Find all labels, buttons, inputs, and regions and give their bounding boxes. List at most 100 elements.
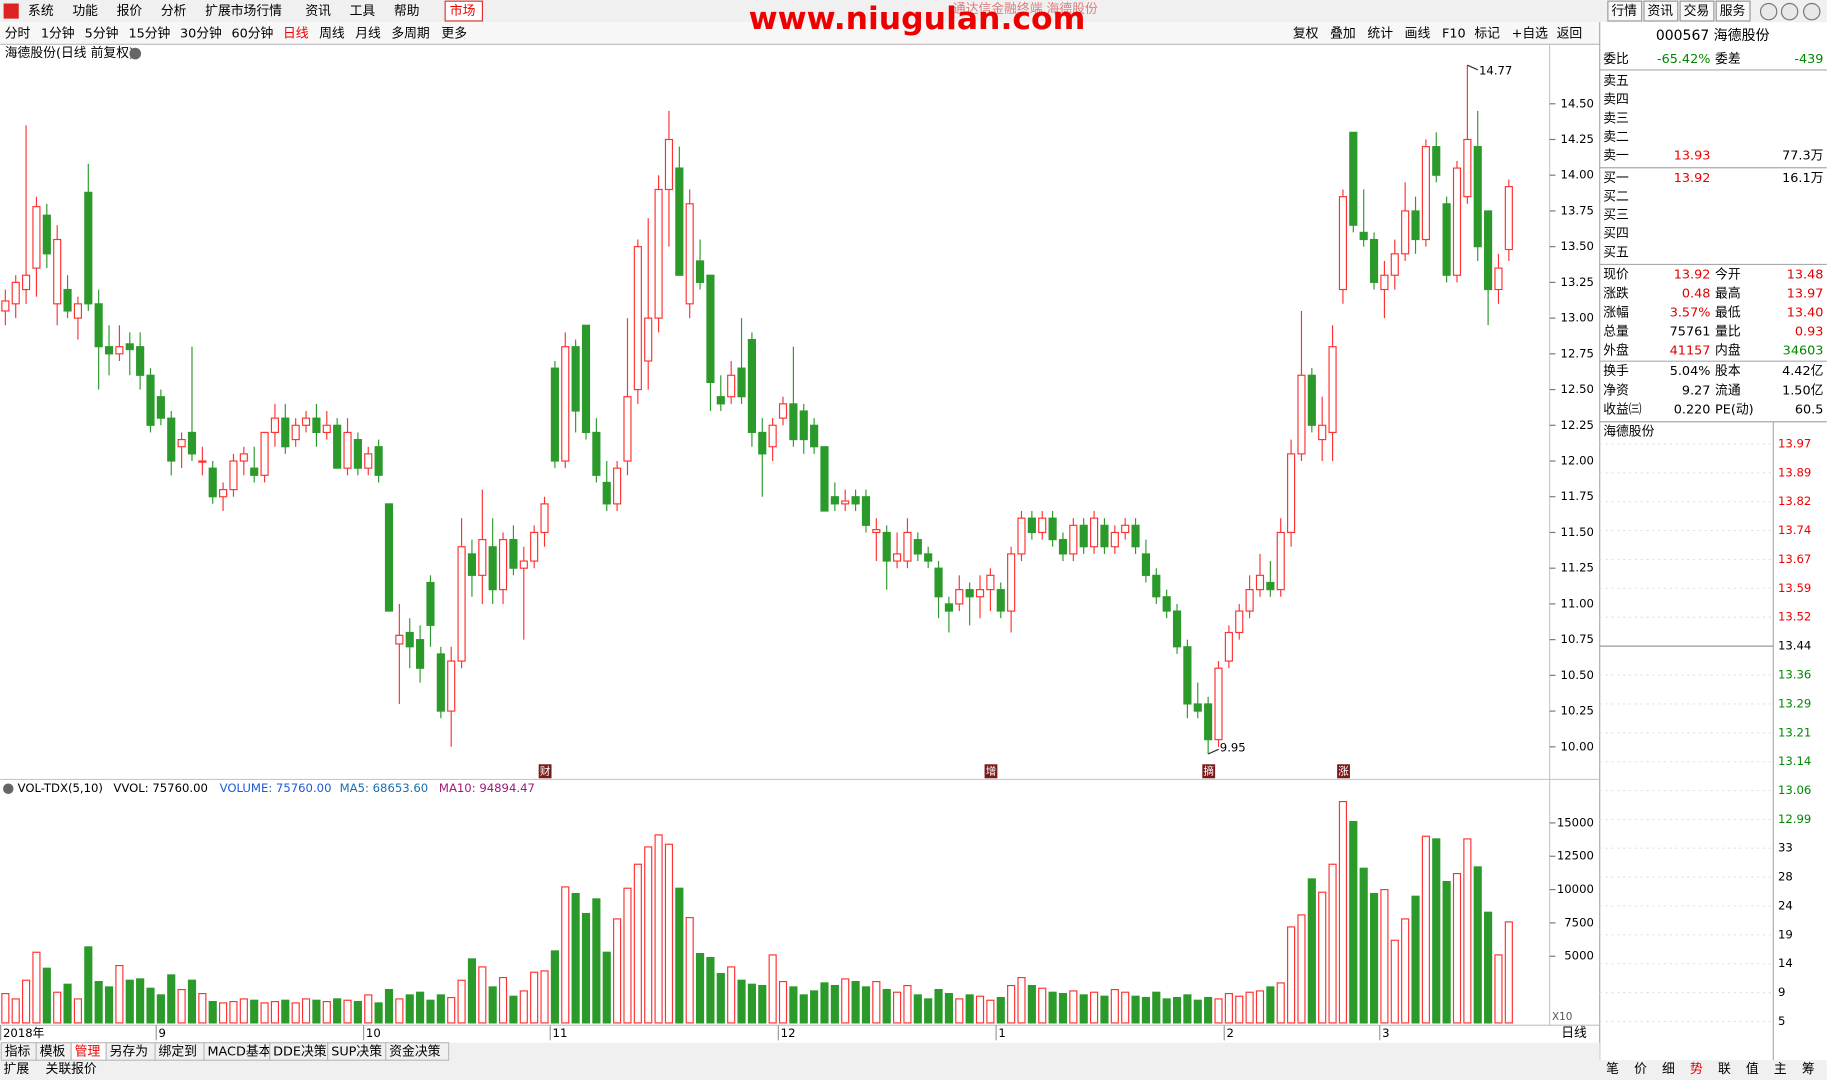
period-tab[interactable]: 更多 — [441, 26, 467, 41]
mini-title: 海德股份 — [1603, 425, 1654, 440]
book-price: 13.92 — [1674, 171, 1711, 186]
period-tab[interactable]: 月线 — [355, 26, 381, 41]
mini-volume-label: 9 — [1778, 985, 1785, 999]
top-button[interactable]: 资讯 — [1647, 4, 1673, 19]
menu-highlight — [444, 0, 484, 22]
event-marker[interactable] — [1202, 764, 1216, 779]
period-tab[interactable]: 60分钟 — [231, 25, 273, 41]
candle-body — [561, 346, 570, 462]
candle-body — [1193, 703, 1202, 712]
candle-body — [1245, 589, 1254, 612]
volume-bar — [934, 988, 943, 1024]
side-tab[interactable]: 主 — [1774, 1062, 1787, 1077]
volume-bar — [426, 999, 435, 1024]
quote-value: 9.27 — [1682, 383, 1711, 398]
candle-body — [1452, 167, 1462, 276]
side-tab[interactable]: 值 — [1746, 1061, 1759, 1077]
top-button[interactable]: 行情 — [1611, 4, 1637, 19]
volume-bar — [73, 998, 83, 1024]
candle-body — [613, 467, 622, 505]
quote-label: 总量 — [1603, 324, 1629, 339]
side-tab[interactable]: 笔 — [1606, 1061, 1619, 1077]
restore-button[interactable] — [1780, 2, 1799, 21]
status-item[interactable]: 扩展 — [4, 1062, 30, 1077]
extreme-pointer — [1207, 748, 1219, 755]
menu-item[interactable]: 系统 — [28, 4, 54, 19]
side-tab[interactable]: 价 — [1634, 1062, 1647, 1077]
candle-body — [146, 374, 155, 426]
bottom-tab[interactable]: 指标 — [5, 1045, 31, 1060]
status-item[interactable]: 关联报价 — [46, 1062, 97, 1077]
volume-bar — [270, 1000, 280, 1024]
bottom-tab[interactable]: 另存为 — [110, 1045, 148, 1060]
volume-bar — [1193, 999, 1202, 1024]
tool-button[interactable]: +自选 — [1512, 26, 1549, 41]
side-tab[interactable]: 细 — [1662, 1062, 1675, 1077]
bottom-tab[interactable]: 绑定到 — [159, 1045, 197, 1060]
bottom-tab[interactable]: DDE决策 — [273, 1044, 327, 1060]
title-dropdown[interactable] — [129, 47, 142, 60]
volume-title: VOL-TDX(5,10) — [18, 781, 103, 795]
mini-volume-label: 14 — [1778, 956, 1793, 970]
bottom-tab[interactable]: 模板 — [40, 1045, 66, 1060]
minimize-button[interactable] — [1759, 2, 1778, 21]
period-tab[interactable]: 1分钟 — [41, 25, 75, 41]
period-tab[interactable]: 多周期 — [391, 26, 429, 41]
side-tab[interactable]: 势 — [1690, 1061, 1703, 1077]
volume-bar — [561, 886, 570, 1024]
tool-button[interactable]: 叠加 — [1330, 26, 1356, 41]
bottom-tab[interactable]: 资金决策 — [389, 1044, 440, 1060]
indicator-dropdown[interactable] — [3, 783, 14, 794]
side-tab[interactable]: 联 — [1718, 1062, 1731, 1077]
bottom-tab[interactable]: MACD基本 — [207, 1045, 271, 1060]
menu-item[interactable]: 资讯 — [305, 4, 331, 19]
bottom-tab[interactable]: 管理 — [75, 1045, 101, 1060]
period-tab[interactable]: 分时 — [5, 26, 31, 41]
menu-item[interactable]: 市场 — [450, 3, 476, 19]
quote-value: 3.57% — [1670, 305, 1711, 320]
side-tab[interactable]: 筹 — [1802, 1061, 1815, 1077]
quote-label: 股本 — [1715, 364, 1741, 379]
volume-bar — [1152, 991, 1161, 1024]
event-marker[interactable] — [1337, 764, 1350, 779]
window-controls — [1759, 2, 1821, 21]
event-label: 摘 — [1203, 764, 1213, 777]
menu-item[interactable]: 帮助 — [394, 4, 420, 19]
bottom-tab[interactable]: SUP决策 — [331, 1044, 382, 1060]
event-label: 增 — [986, 764, 996, 777]
tool-button[interactable]: 标记 — [1474, 26, 1500, 41]
volume-bar — [364, 994, 373, 1024]
tool-button[interactable]: 画线 — [1405, 26, 1431, 41]
volume-bar — [944, 992, 953, 1024]
menu-item[interactable]: 工具 — [350, 4, 376, 19]
period-tab[interactable]: 周线 — [319, 26, 345, 41]
y-tick-label: 10.00 — [1561, 739, 1594, 753]
candle-body — [509, 539, 518, 569]
menu-item[interactable]: 功能 — [72, 4, 98, 19]
top-button[interactable]: 交易 — [1684, 3, 1710, 19]
menu-item[interactable]: 扩展市场行情 — [205, 3, 282, 19]
candle-body — [1473, 146, 1482, 248]
period-tab[interactable]: 5分钟 — [85, 25, 119, 41]
top-button[interactable]: 服务 — [1720, 3, 1746, 19]
event-marker[interactable] — [984, 764, 998, 779]
event-label: 涨 — [1338, 765, 1349, 777]
menu-item[interactable]: 分析 — [161, 4, 187, 19]
period-tab[interactable]: 15分钟 — [128, 25, 170, 41]
quote-label: 净资 — [1603, 383, 1629, 398]
event-marker[interactable] — [538, 764, 552, 779]
candle-body — [1328, 346, 1337, 434]
volume-bar — [177, 988, 186, 1024]
tool-button[interactable]: F10 — [1442, 26, 1466, 41]
period-tab[interactable]: 30分钟 — [180, 25, 222, 41]
close-button[interactable] — [1803, 2, 1821, 21]
volume-bar — [457, 979, 466, 1024]
volume-bar — [374, 1002, 383, 1024]
menu-item[interactable]: 报价 — [117, 4, 143, 19]
tool-button[interactable]: 统计 — [1367, 26, 1393, 41]
period-tab[interactable]: 日线 — [283, 26, 309, 41]
y-tick-label: 12.25 — [1561, 418, 1594, 432]
tool-button[interactable]: 返回 — [1557, 26, 1583, 41]
volume-bar — [695, 952, 705, 1024]
tool-button[interactable]: 复权 — [1293, 25, 1319, 41]
